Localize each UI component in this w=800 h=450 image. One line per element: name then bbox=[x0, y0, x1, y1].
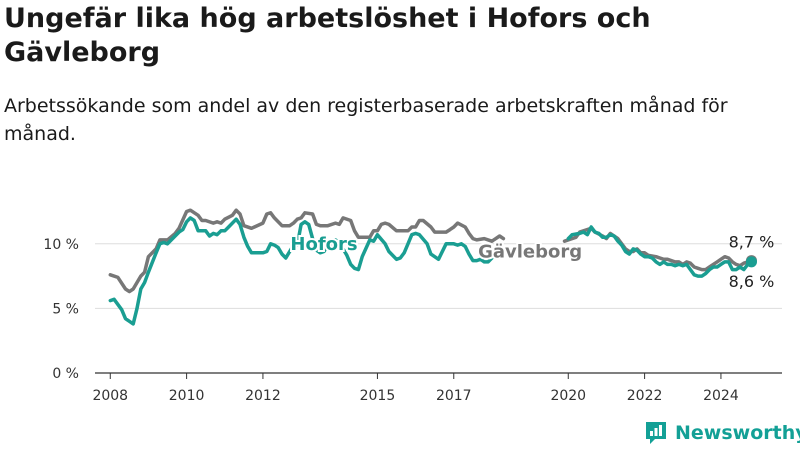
annotation-label: Hofors bbox=[290, 234, 357, 255]
series-line-hofors bbox=[108, 216, 494, 326]
annotation-label: Gävleborg bbox=[478, 242, 582, 263]
x-tick-label: 2020 bbox=[550, 388, 586, 404]
series-line-gavleborg bbox=[108, 208, 506, 294]
annotation-label: 8,7 % bbox=[729, 233, 775, 252]
x-tick-label: 2017 bbox=[436, 388, 472, 404]
y-tick-label: 10 % bbox=[43, 237, 79, 253]
y-tick-label: 5 % bbox=[52, 301, 79, 317]
x-tick-label: 2010 bbox=[169, 388, 205, 404]
x-tick-label: 2022 bbox=[627, 388, 663, 404]
annotation-label: 8,6 % bbox=[729, 272, 775, 291]
brand-name: Newsworthy bbox=[675, 422, 800, 444]
x-tick-label: 2012 bbox=[245, 388, 281, 404]
end-point-hofors bbox=[745, 256, 757, 268]
chart-subtitle: Arbetssökande som andel av den registerb… bbox=[4, 95, 728, 145]
x-tick-label: 2008 bbox=[92, 388, 128, 404]
newsworthy-logo-icon bbox=[646, 422, 666, 444]
newsworthy-brand: Newsworthy bbox=[644, 418, 800, 448]
chart-title: Ungefär lika hög arbetslöshet i Hofors o… bbox=[4, 3, 651, 68]
series-line-hofors bbox=[566, 225, 754, 278]
x-tick-label: 2015 bbox=[360, 388, 396, 404]
y-tick-label: 0 % bbox=[52, 366, 79, 382]
x-tick-label: 2024 bbox=[703, 388, 739, 404]
